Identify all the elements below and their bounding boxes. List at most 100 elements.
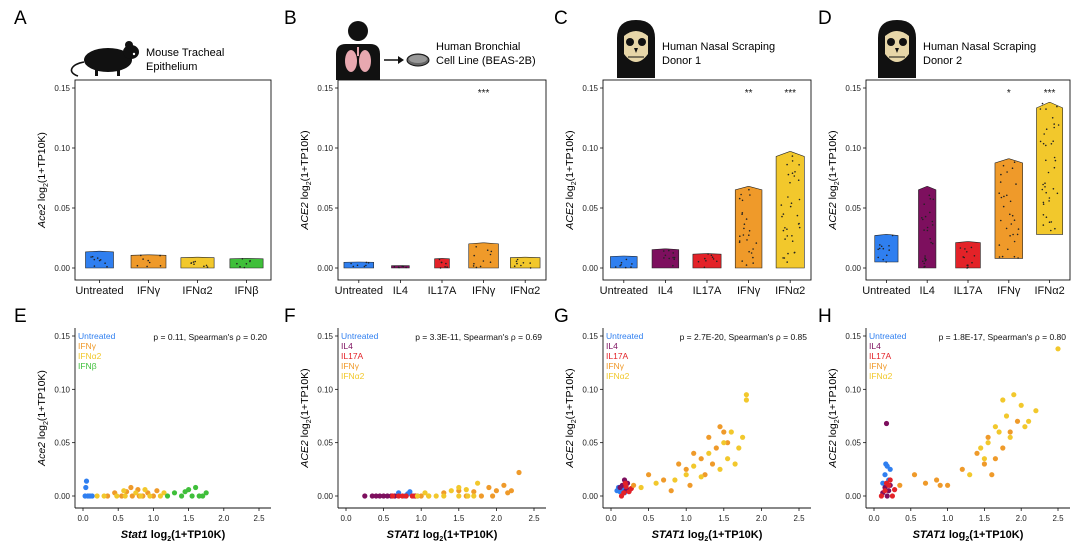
y-tick-label: 0.15 <box>845 84 861 93</box>
violin-point <box>205 264 208 267</box>
scatter-point-IFNa2 <box>94 493 100 499</box>
violin-point <box>752 256 754 259</box>
scatter-point-IFNa2 <box>157 493 163 499</box>
scatter-point-IFNa2 <box>743 397 750 403</box>
violin-point <box>741 199 744 202</box>
scatter-point-IFNg <box>478 493 484 499</box>
scatter-point-IFNg <box>981 461 988 467</box>
scatter-point-IFNa2 <box>456 493 462 499</box>
x-category-label: IFNβ <box>234 285 258 297</box>
violin-point <box>793 175 796 177</box>
violin-point <box>1042 201 1045 204</box>
y-tick-label: 0.15 <box>54 84 70 93</box>
panel-letter-E: E <box>14 306 27 327</box>
violin-point <box>520 264 522 267</box>
violin-point <box>673 256 676 259</box>
stats-text: p = 2.7E-20, Spearman's ρ = 0.85 <box>680 332 808 342</box>
y-tick-label: 0.05 <box>317 439 333 448</box>
scatter-point-IFNa2 <box>698 474 704 480</box>
scatter-point-IFNg <box>1007 429 1013 435</box>
violin-point <box>888 249 890 251</box>
violin-point <box>787 196 789 198</box>
scatter-point-IL17A <box>892 487 898 493</box>
violin-point <box>929 198 932 200</box>
violin-point <box>712 258 715 260</box>
violin-point <box>930 241 932 244</box>
scatter-point-IFNg <box>1000 445 1006 451</box>
scatter-point-IL17A <box>618 493 625 499</box>
panel-C-title-line2: Donor 1 <box>662 55 701 67</box>
y-axis-label-log: log <box>299 185 311 202</box>
x-axis-label-gene: STAT1 <box>652 529 685 541</box>
violin-point <box>90 256 92 258</box>
violin-point <box>923 262 925 265</box>
y-axis-label-gene: ACE2 <box>564 202 576 231</box>
x-tick-label: 1.5 <box>718 514 730 523</box>
x-tick-label: 1.0 <box>681 514 693 523</box>
scatter-point-IFNa2 <box>1055 346 1061 352</box>
x-tick-label: 0.5 <box>113 514 125 523</box>
violin-IFNg <box>468 242 499 269</box>
legend-entry: IL4 <box>869 341 881 351</box>
violin-point <box>663 257 665 259</box>
y-tick-label: 0.00 <box>54 492 70 501</box>
violin-point <box>147 259 149 262</box>
y-axis-label-tail: (1+TP10K) <box>36 132 48 183</box>
y-axis-label: ACE2 log2(1+TP10K) <box>299 130 313 230</box>
violin-point <box>486 249 489 251</box>
violin-point <box>402 265 405 268</box>
x-axis-label: Stat1 log2(1+TP10K) <box>121 529 226 543</box>
y-axis-label-gene: ACE2 <box>564 440 576 469</box>
x-category-label: IFNα2 <box>1034 285 1064 297</box>
scatter-point-IFNa2 <box>114 493 120 499</box>
violin-point <box>1042 142 1045 145</box>
violin-point <box>672 264 674 267</box>
violin-point <box>664 254 667 257</box>
y-tick-label: 0.00 <box>845 264 861 273</box>
violin-point <box>1053 166 1056 169</box>
violin-point <box>1053 156 1056 159</box>
scatter-point-IFNg <box>945 482 951 488</box>
scatter-point-IL17A <box>882 488 888 494</box>
scatter-point-IFNa2 <box>475 480 481 486</box>
scatter-point-Untreated <box>887 466 893 472</box>
x-category-label: IFNγ <box>137 285 161 297</box>
y-tick-label: 0.05 <box>582 439 598 448</box>
y-axis-label-tail: (1+TP10K) <box>299 130 311 181</box>
violin-point <box>1048 221 1051 223</box>
violin-point <box>96 257 99 259</box>
violin-point <box>513 265 516 268</box>
violin-point <box>926 229 929 232</box>
y-axis-label-gene: Ace2 <box>36 442 48 467</box>
scatter-point-IFNg <box>702 472 708 478</box>
violin-point <box>882 258 884 261</box>
violin-point <box>104 262 106 265</box>
violin-point <box>796 214 799 217</box>
violin-point <box>93 265 96 267</box>
violin-point <box>93 258 96 261</box>
y-axis-label: ACE2 log2(1+TP10K) <box>564 130 578 230</box>
violin-point <box>1054 227 1056 230</box>
scatter-point-IFNa2 <box>133 490 139 496</box>
violin-point <box>1050 143 1053 145</box>
violin-point <box>1050 229 1052 232</box>
significance-marker: *** <box>784 88 796 99</box>
panel-A-title-line2: Epithelium <box>146 61 197 73</box>
violin-point <box>620 261 623 264</box>
violin-IFNg <box>994 158 1023 259</box>
scatter-point-IFNg <box>501 482 507 488</box>
human-lungs-icon <box>336 21 380 80</box>
violin-point <box>515 260 518 263</box>
violin-point <box>672 256 674 259</box>
scatter-point-IFNa2 <box>985 440 991 446</box>
violin-point <box>923 266 925 268</box>
violin-point <box>356 264 359 267</box>
legend-entry: IL4 <box>341 341 353 351</box>
y-axis-label-sub: 2 <box>306 181 313 185</box>
violin-point <box>352 265 355 268</box>
scatter-point-IFNg <box>974 450 980 456</box>
violin-point <box>1013 240 1016 243</box>
